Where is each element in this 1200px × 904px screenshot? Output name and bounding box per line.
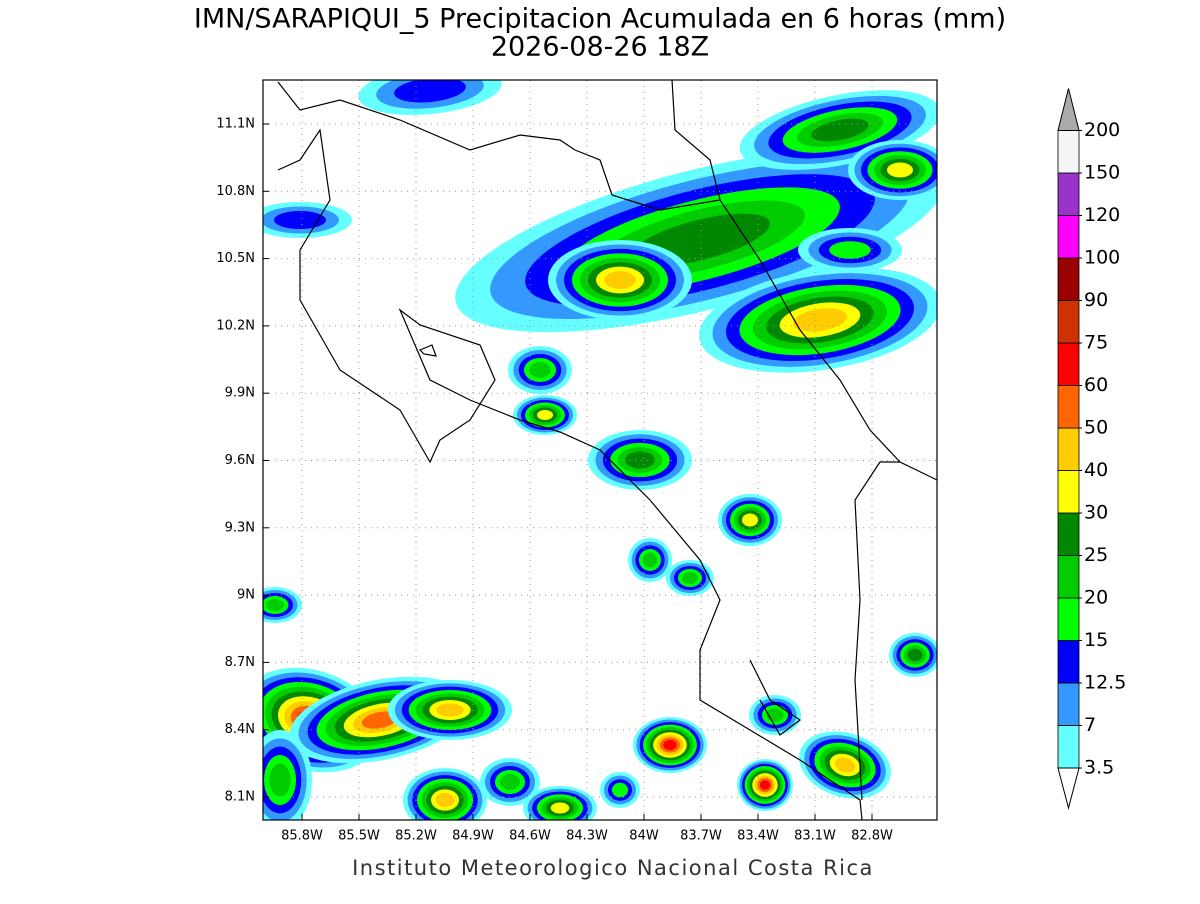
precip-blob bbox=[834, 757, 856, 773]
precip-field bbox=[263, 80, 937, 820]
precip-blob bbox=[907, 648, 923, 662]
precip-blob bbox=[361, 711, 399, 729]
colorbar-swatch bbox=[1057, 257, 1080, 301]
lat-label: 10.2N bbox=[216, 318, 255, 333]
colorbar-label: 75 bbox=[1084, 332, 1108, 354]
precip-blob bbox=[529, 362, 551, 378]
precip-blob bbox=[682, 572, 698, 584]
precip-blob bbox=[550, 802, 570, 814]
map-subtitle: 2026-08-26 18Z bbox=[491, 32, 709, 63]
border bbox=[611, 194, 721, 211]
colorbar-label: 3.5 bbox=[1084, 757, 1114, 779]
lat-label: 11.1N bbox=[216, 117, 255, 132]
colorbar-swatch bbox=[1057, 597, 1080, 641]
precip-blob bbox=[887, 162, 913, 178]
colorbar-swatch bbox=[1057, 682, 1080, 726]
lon-label: 82.8W bbox=[851, 829, 893, 844]
precip-blob bbox=[625, 451, 655, 469]
colorbar-swatch bbox=[1057, 512, 1080, 556]
precip-blob bbox=[742, 513, 758, 527]
lon-label: 84.6W bbox=[509, 829, 551, 844]
precip-blob bbox=[811, 118, 869, 142]
precip-blob bbox=[642, 552, 658, 568]
colorbar-label: 20 bbox=[1084, 587, 1108, 609]
coastline bbox=[277, 81, 613, 196]
precip-blob bbox=[612, 782, 628, 798]
lat-label: 10.8N bbox=[216, 184, 255, 199]
precip-blob bbox=[269, 763, 291, 797]
lat-label: 8.4N bbox=[225, 722, 255, 737]
colorbar-label: 30 bbox=[1084, 502, 1108, 524]
colorbar-swatch bbox=[1057, 172, 1080, 216]
colorbar-label: 60 bbox=[1084, 374, 1108, 396]
lat-label: 10.5N bbox=[216, 251, 255, 266]
precip-blob bbox=[759, 780, 771, 790]
lon-label: 84.3W bbox=[566, 829, 608, 844]
precip-blob bbox=[436, 703, 464, 717]
colorbar-label: 15 bbox=[1084, 629, 1108, 651]
colorbar-label: 25 bbox=[1084, 544, 1108, 566]
footer-credit: Instituto Meteorologico Nacional Costa R… bbox=[352, 856, 874, 880]
coastlines bbox=[277, 79, 938, 821]
lat-label: 9.3N bbox=[225, 520, 255, 535]
colorbar-label: 120 bbox=[1084, 204, 1120, 226]
lat-label: 9.6N bbox=[225, 453, 255, 468]
colorbar-label: 100 bbox=[1084, 247, 1120, 269]
lat-label: 9N bbox=[237, 588, 255, 603]
coastline bbox=[749, 659, 802, 736]
colorbar-swatch bbox=[1057, 555, 1080, 599]
colorbar-label: 40 bbox=[1084, 459, 1108, 481]
lon-label: 85.5W bbox=[338, 829, 380, 844]
border bbox=[854, 461, 900, 801]
lat-label: 9.9N bbox=[225, 386, 255, 401]
colorbar-swatch bbox=[1057, 427, 1080, 471]
colorbar-swatch bbox=[1057, 130, 1080, 174]
lon-label: 83.4W bbox=[737, 829, 779, 844]
colorbar-swatch bbox=[1057, 470, 1080, 514]
precip-blob bbox=[266, 599, 284, 611]
lon-label: 85.8W bbox=[281, 829, 323, 844]
colorbar-label: 90 bbox=[1084, 289, 1108, 311]
colorbar-label: 7 bbox=[1084, 714, 1096, 736]
precip-blob bbox=[663, 739, 677, 751]
lon-label: 84W bbox=[629, 829, 659, 844]
lat-label: 8.7N bbox=[225, 655, 255, 670]
lon-label: 85.2W bbox=[395, 829, 437, 844]
precip-blob bbox=[537, 410, 553, 420]
grid: 11.1N 10.8N 10.5N 10.2N 9.9N 9.6N 9.3N 9N 8.7N 8.… bbox=[216, 80, 937, 844]
precip-blob bbox=[604, 271, 636, 289]
coastline bbox=[671, 79, 938, 481]
colorbar-swatch bbox=[1057, 342, 1080, 386]
colorbar-under bbox=[1057, 767, 1080, 810]
colorbar-swatch bbox=[1057, 300, 1080, 344]
colorbar-label: 12.5 bbox=[1084, 672, 1126, 694]
precip-blob bbox=[274, 211, 326, 229]
map-frame bbox=[262, 79, 938, 821]
colorbar-label: 50 bbox=[1084, 417, 1108, 439]
lake bbox=[418, 344, 437, 357]
colorbar-swatch bbox=[1057, 725, 1080, 769]
lon-label: 84.9W bbox=[452, 829, 494, 844]
coastline bbox=[277, 128, 863, 821]
lon-label: 83.7W bbox=[680, 829, 722, 844]
precip-blob bbox=[394, 80, 466, 103]
colorbar-label: 150 bbox=[1084, 162, 1120, 184]
lon-label: 83.1W bbox=[794, 829, 836, 844]
precip-blob bbox=[435, 792, 455, 808]
colorbar-swatch bbox=[1057, 385, 1080, 429]
colorbar: 3.5 7 12.5 15 20 25 30 40 50 60 75 90 100 120 150 200 bbox=[1057, 88, 1126, 810]
colorbar-swatch bbox=[1057, 215, 1080, 259]
map-title: IMN/SARAPIQUI_5 Precipitacion Acumulada … bbox=[194, 4, 1006, 35]
precip-blob bbox=[500, 774, 520, 790]
colorbar-swatch bbox=[1057, 640, 1080, 684]
colorbar-over bbox=[1057, 88, 1080, 131]
precip-blob bbox=[829, 241, 871, 259]
colorbar-label: 200 bbox=[1084, 119, 1120, 141]
lat-label: 8.1N bbox=[225, 790, 255, 805]
